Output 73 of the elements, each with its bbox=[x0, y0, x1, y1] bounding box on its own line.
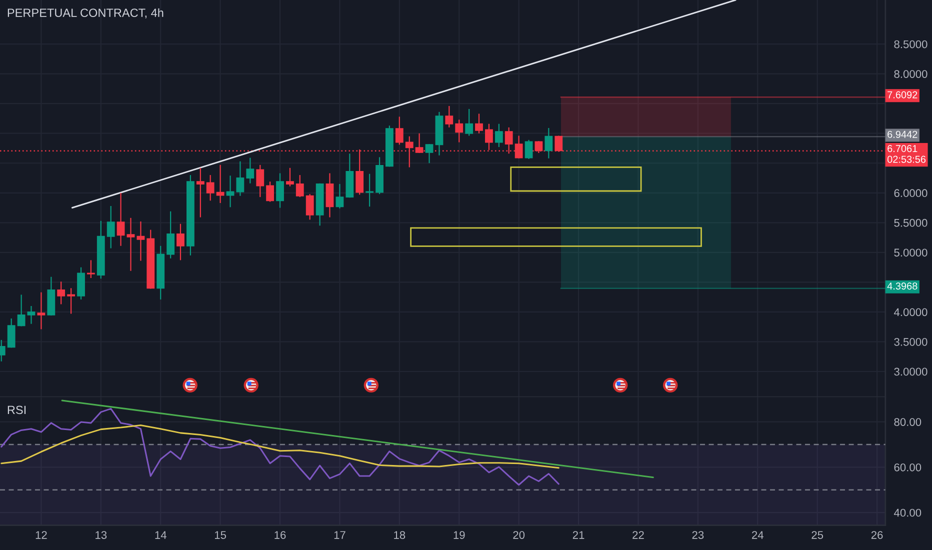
candlestick bbox=[236, 160, 244, 196]
x-tick-label: 26 bbox=[871, 531, 883, 539]
line-series bbox=[0, 424, 560, 469]
text: PERPETUAL CONTRACT, 4h bbox=[8, 8, 164, 18]
y-tick-label: 3.0000 bbox=[894, 368, 928, 376]
candlestick bbox=[465, 108, 474, 136]
ref-line-label: 4.3968 bbox=[887, 282, 918, 290]
candlestick bbox=[7, 318, 16, 348]
candlestick bbox=[326, 172, 334, 218]
candlestick bbox=[126, 217, 135, 272]
x-tick-label: 15 bbox=[214, 531, 226, 539]
x-tick-label: 19 bbox=[454, 531, 465, 539]
candlestick bbox=[206, 174, 214, 202]
y-tick-label: 40.00 bbox=[894, 508, 922, 517]
x-tick-label: 16 bbox=[274, 531, 286, 539]
candlestick bbox=[544, 127, 553, 159]
candlestick bbox=[485, 123, 493, 151]
y-tick-label: 3.5000 bbox=[894, 338, 928, 346]
candlestick bbox=[475, 113, 483, 134]
candlestick bbox=[494, 123, 503, 148]
candlestick bbox=[445, 105, 454, 128]
y-tick-label: 4.0000 bbox=[894, 308, 928, 316]
line-series bbox=[0, 408, 560, 486]
candlestick bbox=[57, 281, 66, 305]
candlestick bbox=[106, 205, 115, 249]
candlestick bbox=[17, 294, 26, 327]
candlestick bbox=[366, 173, 374, 208]
y-tick-label: 60.00 bbox=[894, 463, 922, 472]
candlestick bbox=[276, 172, 284, 208]
x-tick-label: 21 bbox=[572, 531, 584, 539]
candlestick bbox=[306, 194, 314, 220]
x-tick-label: 20 bbox=[513, 531, 525, 539]
candlestick bbox=[256, 164, 264, 198]
candlestick bbox=[27, 305, 36, 324]
candlestick bbox=[226, 175, 234, 208]
candlestick bbox=[395, 116, 404, 146]
y-tick-label: 6.0000 bbox=[894, 189, 928, 198]
candlestick bbox=[266, 181, 274, 202]
candlestick bbox=[296, 174, 304, 198]
y-tick-label: 80.00 bbox=[894, 418, 922, 426]
candlestick bbox=[176, 223, 184, 261]
x-tick-label: 22 bbox=[632, 531, 644, 539]
y-tick-label: 8.0000 bbox=[894, 70, 928, 78]
x-tick-label: 24 bbox=[752, 531, 764, 539]
x-tick-label: 12 bbox=[36, 531, 47, 539]
candlestick bbox=[86, 260, 95, 279]
candlestick bbox=[524, 139, 533, 160]
candlestick bbox=[455, 119, 464, 143]
candlestick bbox=[336, 183, 344, 209]
candlestick bbox=[77, 266, 85, 300]
ref-line-label: 6.9442 bbox=[888, 130, 918, 138]
y-tick-label: 5.5000 bbox=[894, 218, 928, 227]
x-tick-label: 18 bbox=[394, 531, 406, 539]
candlestick bbox=[166, 210, 175, 259]
x-tick-label: 23 bbox=[692, 531, 704, 539]
candlestick bbox=[425, 144, 434, 164]
ref-line-label: 6.7061 02:53:56 bbox=[887, 145, 926, 163]
candlestick bbox=[286, 167, 294, 187]
x-tick-label: 13 bbox=[96, 531, 107, 539]
x-tick-label: 25 bbox=[812, 531, 824, 539]
candlestick bbox=[246, 157, 254, 184]
y-tick-label: 5.0000 bbox=[894, 248, 928, 257]
y-tick-label: 8.5000 bbox=[894, 40, 928, 48]
x-tick-label: 14 bbox=[155, 531, 166, 539]
text: RSI bbox=[8, 406, 26, 414]
candlestick bbox=[216, 164, 224, 204]
candlestick bbox=[37, 292, 46, 330]
candlestick bbox=[116, 192, 125, 246]
ref-line-label: 7.6092 bbox=[888, 91, 918, 98]
candlestick bbox=[196, 167, 204, 218]
candlestick bbox=[136, 220, 145, 262]
x-tick-label: 17 bbox=[334, 531, 346, 539]
candlestick bbox=[67, 288, 75, 314]
